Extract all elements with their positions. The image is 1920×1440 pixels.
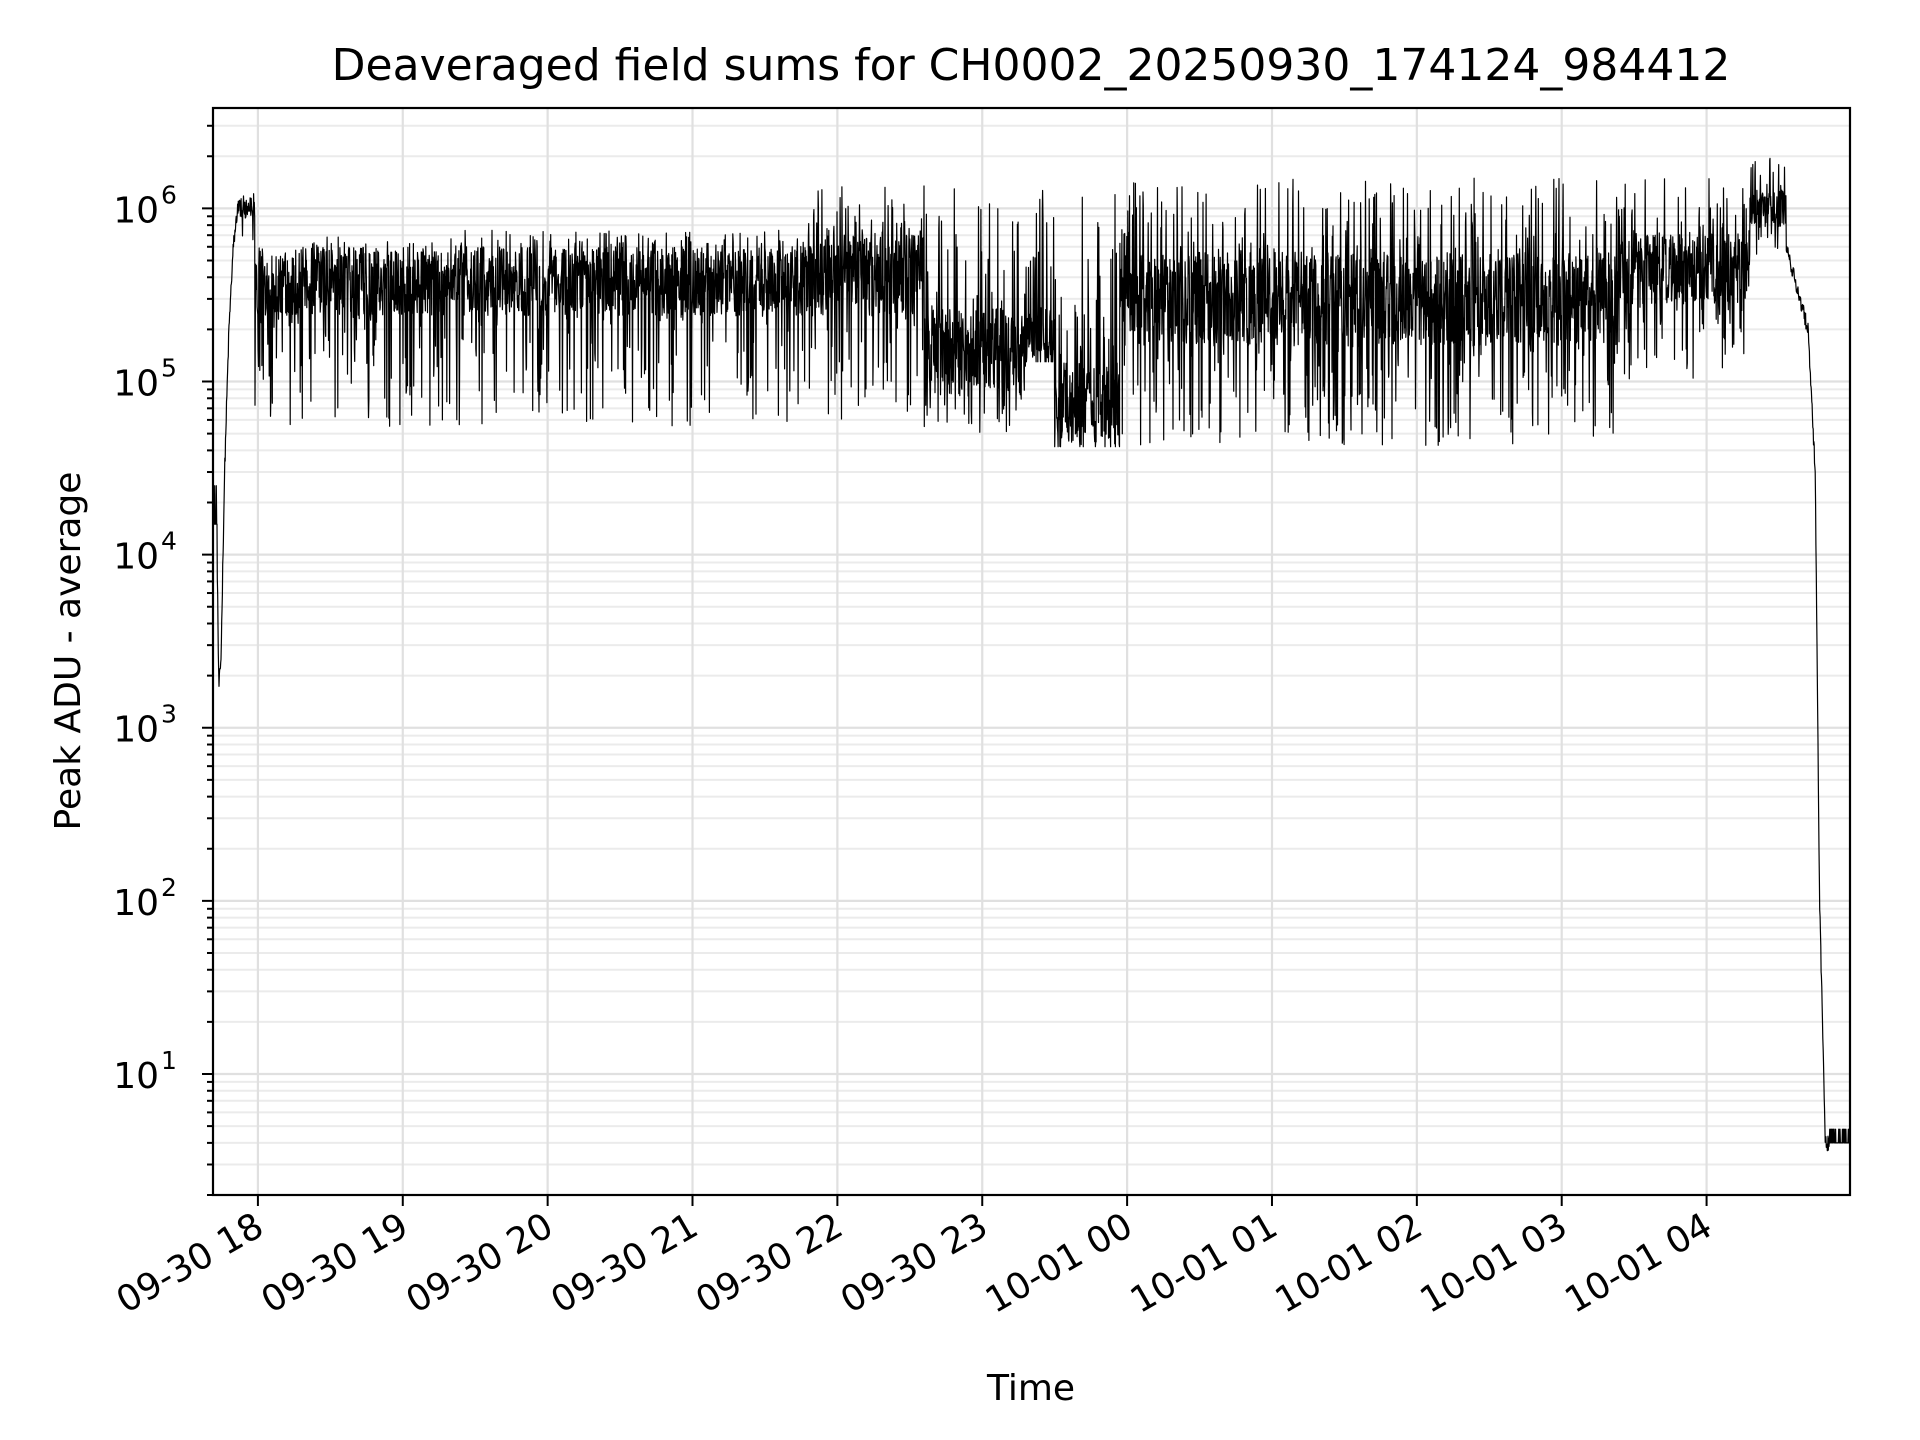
y-tick-label-base: 10 [113,537,159,578]
x-axis-label: Time [986,1368,1075,1409]
series-line [212,157,1851,1152]
y-tick-label: 10 [113,1056,159,1097]
y-tick-label-exponent: 5 [161,353,177,382]
data-layer [212,157,1851,1152]
y-axis-label: Peak ADU - average [48,472,89,831]
y-tick-label-base: 10 [113,363,159,404]
y-tick-label-exponent: 2 [161,873,177,902]
y-tick-label-exponent: 6 [161,180,177,209]
y-tick-label: 10 [113,190,159,231]
plot-frame [211,106,1852,1197]
y-tick-label-base: 10 [113,1056,159,1097]
y-tick-label: 10 [113,710,159,751]
y-tick-label: 10 [113,537,159,578]
y-tick-label-base: 10 [113,190,159,231]
y-tick-label-exponent: 1 [161,1046,177,1075]
y-tick-label-exponent: 3 [161,700,177,729]
chart-title: Deaveraged field sums for CH0002_2025093… [332,40,1731,91]
y-tick-label: 10 [113,883,159,924]
y-tick-label: 10 [113,363,159,404]
y-tick-label-base: 10 [113,883,159,924]
y-tick-label-exponent: 4 [161,527,177,556]
y-tick-label-base: 10 [113,710,159,751]
